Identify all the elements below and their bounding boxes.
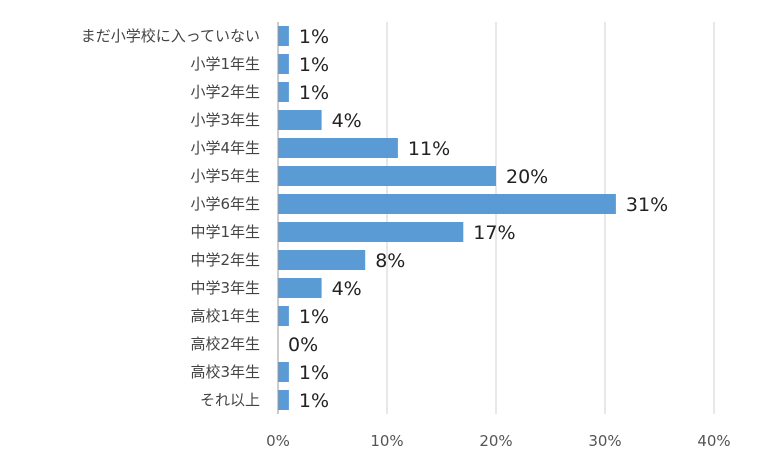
x-tick-label: 10%	[370, 432, 403, 450]
data-label: 1%	[299, 82, 329, 104]
data-label: 1%	[299, 306, 329, 328]
category-label: それ以上	[200, 391, 260, 409]
x-tick-label: 20%	[479, 432, 512, 450]
bar	[278, 390, 289, 410]
data-label: 11%	[408, 138, 450, 160]
bar	[278, 306, 289, 326]
bar	[278, 362, 289, 382]
bar	[278, 110, 322, 130]
bar	[278, 82, 289, 102]
category-label: まだ小学校に入っていない	[81, 27, 260, 45]
category-label: 小学1年生	[190, 55, 260, 73]
bar	[278, 138, 398, 158]
bar	[278, 26, 289, 46]
data-label: 1%	[299, 54, 329, 76]
bar	[278, 222, 464, 242]
data-label: 4%	[332, 278, 362, 300]
category-label: 小学2年生	[190, 83, 260, 101]
x-tick-label: 30%	[588, 432, 621, 450]
category-label: 中学2年生	[190, 251, 260, 269]
label-layer: 0% 10% 20% 30% 40% まだ小学校に入っていない 1% 小学1年生 1% 小学2年生…	[81, 26, 731, 450]
category-label: 小学6年生	[190, 195, 260, 213]
category-label: 高校2年生	[190, 335, 260, 353]
category-label: 小学5年生	[190, 167, 260, 185]
category-label: 小学4年生	[190, 139, 260, 157]
data-label: 1%	[299, 362, 329, 384]
x-tick-label: 0%	[266, 432, 290, 450]
data-label: 31%	[626, 194, 668, 216]
data-label: 17%	[473, 222, 515, 244]
data-label: 8%	[375, 250, 405, 272]
grid-layer	[386, 22, 715, 414]
bar	[278, 194, 616, 214]
data-label: 1%	[299, 26, 329, 48]
category-label: 中学1年生	[190, 223, 260, 241]
category-label: 高校1年生	[190, 307, 260, 325]
category-label: 中学3年生	[190, 279, 260, 297]
bar	[278, 278, 322, 298]
data-label: 4%	[332, 110, 362, 132]
x-tick-label: 40%	[697, 432, 730, 450]
bar-layer	[278, 26, 616, 410]
bar	[278, 54, 289, 74]
category-label: 高校3年生	[190, 363, 260, 381]
data-label: 1%	[299, 390, 329, 412]
data-label: 0%	[288, 334, 318, 356]
data-label: 20%	[506, 166, 548, 188]
bar	[278, 166, 496, 186]
category-label: 小学3年生	[190, 111, 260, 129]
bar	[278, 250, 366, 270]
